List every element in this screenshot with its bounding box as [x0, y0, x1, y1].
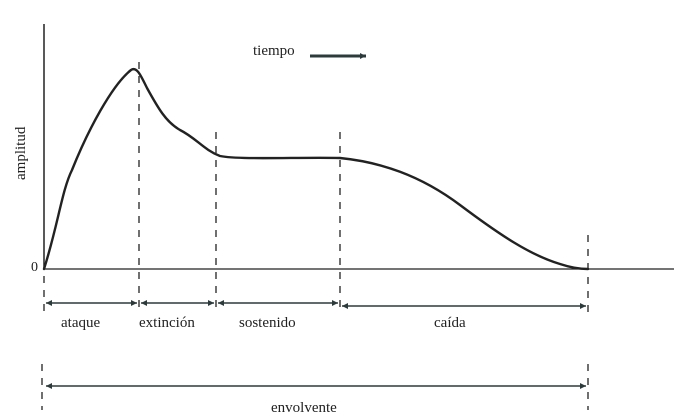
- origin-label: 0: [31, 260, 38, 275]
- envelope-curve: [42, 67, 590, 271]
- phase-label-extincion: extinción: [139, 315, 195, 331]
- phase-label-sostenido: sostenido: [239, 315, 296, 331]
- envelope-label: envolvente: [271, 400, 337, 416]
- time-label: tiempo: [253, 43, 295, 59]
- y-axis-label: amplitud: [13, 126, 29, 180]
- phase-label-ataque: ataque: [61, 315, 101, 331]
- phase-label-caida: caída: [434, 315, 466, 331]
